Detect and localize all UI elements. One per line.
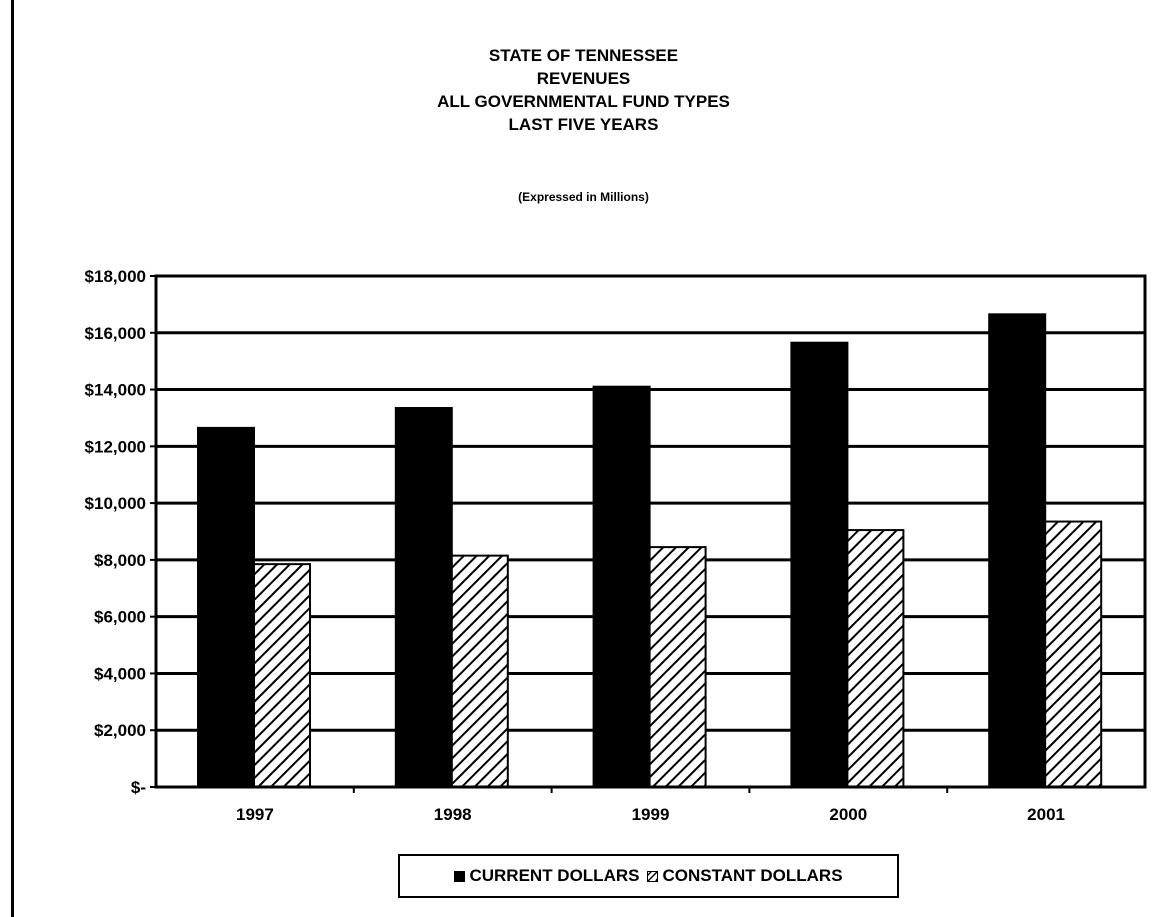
title-line-4: LAST FIVE YEARS [508,115,659,134]
legend-entry-constant: CONSTANT DOLLARS [647,866,843,886]
left-border-rule [11,0,14,917]
y-tick-label: $- [131,778,146,797]
legend-swatch-hatch-icon [647,870,659,882]
x-tick-label: 1999 [632,805,670,824]
bar-constant-1997 [253,563,311,788]
bar-current-1997 [197,426,255,788]
y-tick-label: $4,000 [94,664,146,683]
legend-label-constant: CONSTANT DOLLARS [662,866,843,885]
y-tick-label: $2,000 [94,721,146,740]
chart-legend: CURRENT DOLLARS CONSTANT DOLLARS [398,854,899,898]
bar-current-1999 [592,385,651,788]
y-tick-label: $6,000 [94,608,146,627]
bar-current-2000 [790,341,849,788]
legend-swatch-solid-icon [454,870,466,882]
bar-current-2001 [988,313,1047,788]
bar-constant-2001 [1044,520,1103,788]
title-line-1: STATE OF TENNESSEE [488,46,679,65]
bar-constant-1998 [450,554,509,788]
y-tick-label: $14,000 [85,381,146,400]
x-tick-label: 1997 [236,805,274,824]
y-tick-label: $10,000 [85,494,146,513]
title-line-2: REVENUES [536,69,631,88]
bar-current-1998 [394,407,453,788]
x-tick-label: 2000 [829,805,867,824]
chart-title-block: STATE OF TENNESSEE REVENUES ALL GOVERNME… [0,44,1167,136]
y-tick-label: $8,000 [94,551,146,570]
y-tick-label: $16,000 [85,324,146,343]
bar-constant-2000 [846,529,905,788]
y-tick-label: $18,000 [85,267,146,286]
legend-entry-current: CURRENT DOLLARS [454,866,639,886]
chart-subtitle: (Expressed in Millions) [518,190,649,204]
y-tick-label: $12,000 [85,437,146,456]
bar-constant-1999 [648,546,707,788]
legend-label-current: CURRENT DOLLARS [469,866,640,885]
x-tick-label: 1998 [434,805,472,824]
title-line-3: ALL GOVERNMENTAL FUND TYPES [437,92,730,111]
x-tick-label: 2001 [1027,805,1065,824]
